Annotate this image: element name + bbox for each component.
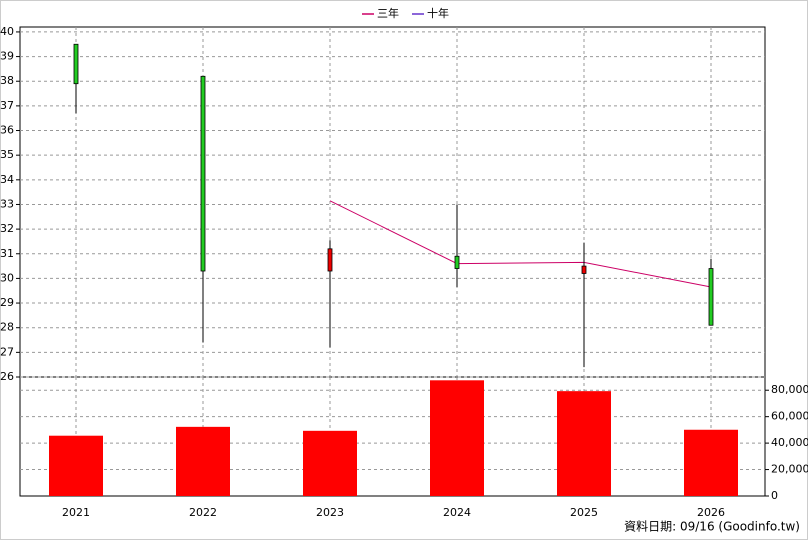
line-series: [329, 200, 712, 288]
legend-label: 三年: [377, 6, 399, 20]
volume-bar: [430, 380, 484, 496]
volume-bar: [303, 430, 357, 496]
y-tick-label: 36: [0, 124, 14, 137]
y-tick-label: 37: [0, 99, 14, 112]
candle-body: [454, 255, 460, 269]
y2-tick-label: 0: [771, 489, 778, 502]
y-tick-label: 31: [0, 247, 14, 260]
volume-bar: [557, 391, 611, 496]
y-tick-label: 39: [0, 50, 14, 63]
volume-bar: [684, 429, 738, 496]
x-tick-label: 2025: [570, 506, 598, 519]
y-tick-label: 38: [0, 74, 14, 87]
footer: 資料日期: 09/16 (Goodinfo.tw): [624, 520, 800, 534]
y2-tick-label: 60,000: [771, 410, 808, 423]
y2-tick-label: 40,000: [771, 436, 808, 449]
y-tick-label: 28: [0, 321, 14, 334]
y-tick-label: 35: [0, 148, 14, 161]
candle-body: [581, 265, 587, 274]
candle-body: [327, 248, 333, 272]
x-tick-label: 2024: [443, 506, 471, 519]
y2-tick-label: 20,000: [771, 463, 808, 476]
y-tick-label: 32: [0, 222, 14, 235]
volume-bar: [49, 435, 103, 496]
y-tick-label: 30: [0, 271, 14, 284]
x-tick-label: 2021: [62, 506, 90, 519]
x-tick-label: 2026: [697, 506, 725, 519]
y-tick-label: 40: [0, 25, 14, 38]
legend-label: 十年: [427, 6, 449, 20]
candle-body: [73, 43, 79, 85]
candle-body: [708, 268, 714, 326]
x-tick-label: 2022: [189, 506, 217, 519]
y-tick-label: 29: [0, 296, 14, 309]
y2-tick-label: 80,000: [771, 383, 808, 396]
y-tick-label: 26: [0, 370, 14, 383]
x-tick-label: 2023: [316, 506, 344, 519]
y-tick-label: 34: [0, 173, 14, 186]
volume-bar: [176, 426, 230, 496]
y-tick-label: 27: [0, 345, 14, 358]
y-tick-label: 33: [0, 197, 14, 210]
candle-body: [200, 75, 206, 272]
